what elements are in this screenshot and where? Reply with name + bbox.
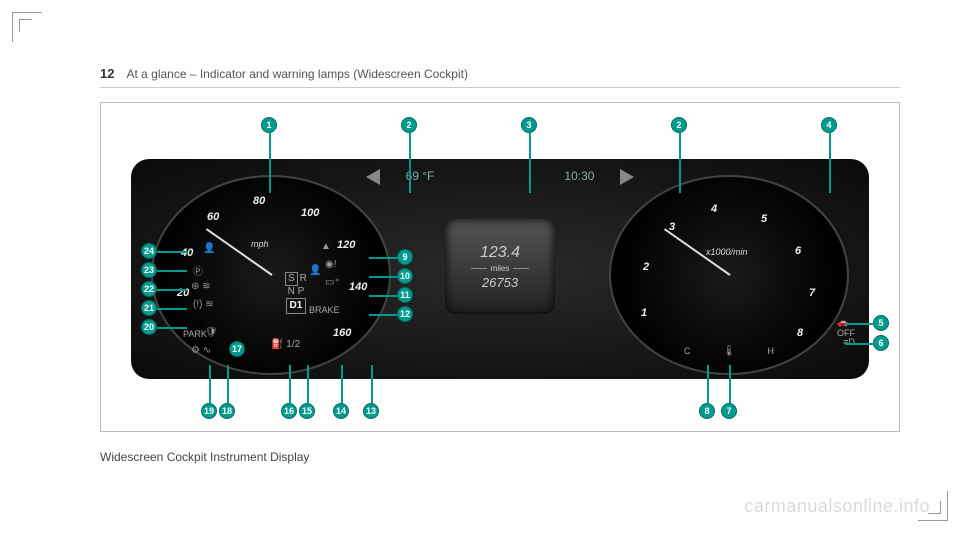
tacho-tick: 8 bbox=[797, 327, 803, 339]
distance-icon: ▲ bbox=[321, 241, 331, 252]
callout-14: 14 bbox=[333, 403, 349, 419]
gear-indicator: SR N P D1 bbox=[285, 272, 307, 314]
speedo-tick: 100 bbox=[301, 207, 319, 219]
callout-1: 1 bbox=[261, 117, 277, 133]
tacho-unit: x1000/min bbox=[706, 247, 748, 257]
callout-6: 6 bbox=[873, 335, 889, 351]
callout-12: 12 bbox=[397, 306, 413, 322]
coolant-temp: C 🌡 H bbox=[684, 346, 774, 357]
parking-brake-icon: Ⓟ bbox=[193, 263, 203, 278]
callout-10: 10 bbox=[397, 268, 413, 284]
steering-icon: ◉! bbox=[325, 259, 337, 270]
trip-unit: miles bbox=[491, 264, 510, 273]
seat-icon: 👤 bbox=[203, 243, 215, 254]
speedo-tick: 40 bbox=[181, 247, 193, 259]
figure-caption: Widescreen Cockpit Instrument Display bbox=[100, 450, 309, 464]
callout-16: 16 bbox=[281, 403, 297, 419]
tachometer: x1000/min 12345678 C 🌡 H 🚗OFF ≡D bbox=[609, 175, 849, 375]
callout-18: 18 bbox=[219, 403, 235, 419]
speedometer: mph 20406080100120140160 SR N P D1 BRAKE… bbox=[151, 175, 391, 375]
battery-icon: ▭⁺ bbox=[325, 277, 340, 288]
callout-21: 21 bbox=[141, 300, 157, 316]
callout-15: 15 bbox=[299, 403, 315, 419]
page-corner-tl bbox=[12, 12, 42, 42]
callout-20: 20 bbox=[141, 319, 157, 335]
callout-13: 13 bbox=[363, 403, 379, 419]
page-number: 12 bbox=[100, 66, 114, 81]
callout-17: 17 bbox=[229, 341, 245, 357]
watermark: carmanualsonline.info bbox=[744, 496, 930, 517]
callout-8: 8 bbox=[699, 403, 715, 419]
callout-19: 19 bbox=[201, 403, 217, 419]
callout-3: 3 bbox=[521, 117, 537, 133]
tacho-tick: 2 bbox=[643, 261, 649, 273]
fuel-indicator: ⛽ 1/2 bbox=[271, 339, 300, 350]
odometer: 26753 bbox=[482, 275, 518, 290]
tpms-icon: (!) ≋ bbox=[193, 299, 214, 310]
figure-frame: 69 °F 10:30 mph 20406080100120140160 SR … bbox=[100, 102, 900, 432]
callout-24: 24 bbox=[141, 243, 157, 259]
speedo-tick: 80 bbox=[253, 195, 265, 207]
speedo-needle bbox=[206, 228, 273, 276]
esp-off-icon: 🚗OFF bbox=[837, 317, 855, 338]
page-header: 12 At a glance – Indicator and warning l… bbox=[100, 66, 900, 88]
callout-11: 11 bbox=[397, 287, 413, 303]
callout-2: 2 bbox=[671, 117, 687, 133]
speedo-tick: 160 bbox=[333, 327, 351, 339]
tacho-tick: 5 bbox=[761, 213, 767, 225]
abs-icon: ⊛ ≋ bbox=[191, 281, 211, 292]
callout-23: 23 bbox=[141, 262, 157, 278]
clock: 10:30 bbox=[564, 169, 594, 189]
tacho-tick: 7 bbox=[809, 287, 815, 299]
speedo-unit: mph bbox=[251, 239, 269, 249]
tacho-tick: 4 bbox=[711, 203, 717, 215]
engine-glow-icon: ⚙ ∿ bbox=[191, 345, 211, 356]
callout-7: 7 bbox=[721, 403, 737, 419]
callout-5: 5 bbox=[873, 315, 889, 331]
park-label: PARK bbox=[183, 329, 207, 339]
seatbelt-icon: 👤 bbox=[309, 265, 321, 276]
trip-value: 123.4 bbox=[480, 244, 520, 262]
callout-2: 2 bbox=[401, 117, 417, 133]
speedo-tick: 140 bbox=[349, 281, 367, 293]
callout-4: 4 bbox=[821, 117, 837, 133]
airbag-icon: 🛡 bbox=[205, 327, 218, 338]
center-display: 123.4 miles 26753 bbox=[445, 219, 555, 314]
tacho-tick: 6 bbox=[795, 245, 801, 257]
high-beam-icon: ≡D bbox=[843, 337, 855, 347]
speedo-tick: 60 bbox=[207, 211, 219, 223]
header-title: At a glance – Indicator and warning lamp… bbox=[126, 67, 468, 81]
speedo-tick: 120 bbox=[337, 239, 355, 251]
callout-9: 9 bbox=[397, 249, 413, 265]
brake-label: BRAKE bbox=[309, 305, 340, 315]
callout-22: 22 bbox=[141, 281, 157, 297]
tacho-tick: 1 bbox=[641, 307, 647, 319]
temp-icon: 🌡 bbox=[723, 346, 736, 357]
